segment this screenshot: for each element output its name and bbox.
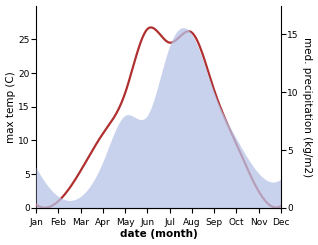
Y-axis label: med. precipitation (kg/m2): med. precipitation (kg/m2) [302, 37, 313, 177]
Y-axis label: max temp (C): max temp (C) [5, 71, 16, 143]
X-axis label: date (month): date (month) [120, 230, 197, 239]
